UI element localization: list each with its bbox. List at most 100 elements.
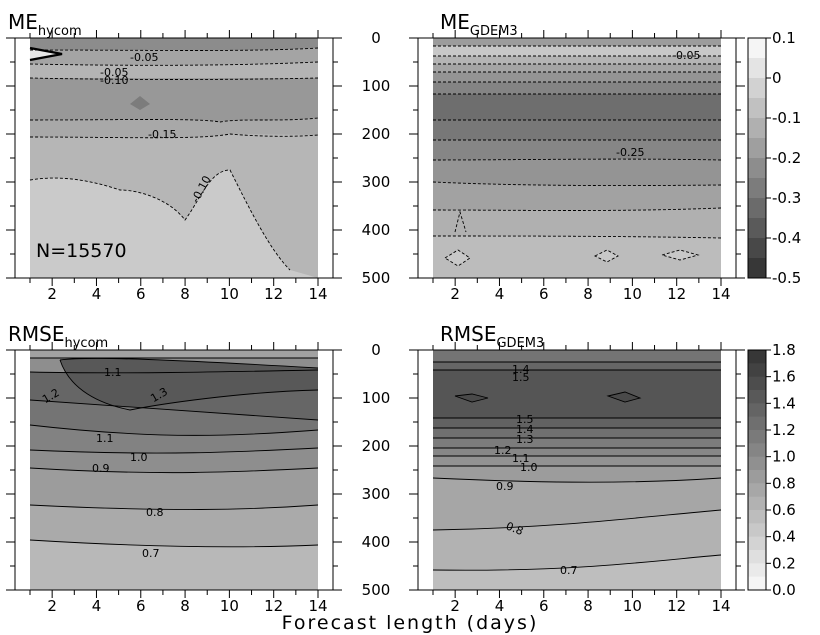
colorbar-tick-label: 0 xyxy=(772,69,782,87)
colorbar-swatch xyxy=(748,563,766,578)
colorbar-swatch xyxy=(748,118,766,139)
x-tick-label: 12 xyxy=(264,285,283,303)
colorbar-swatch xyxy=(748,496,766,511)
panel-1-contours xyxy=(29,46,319,271)
depth-tick-label: 300 xyxy=(362,173,391,191)
contour-label: -0.15 xyxy=(148,128,176,141)
contour-label: 1.3 xyxy=(516,433,534,446)
panel-4-xticks: 2 4 6 8 10 12 14 xyxy=(409,342,745,615)
colorbar-swatch xyxy=(748,238,766,259)
colorbar-swatch xyxy=(748,98,766,119)
x-tick-label: 12 xyxy=(667,285,686,303)
panel-3-xticks: 2 4 6 8 10 12 14 xyxy=(6,342,342,615)
contour-label: 1.1 xyxy=(96,432,114,445)
colorbar-tick-label: 0.0 xyxy=(772,581,796,599)
x-tick-label: 6 xyxy=(539,285,549,303)
contour-label: -0.10 xyxy=(100,74,128,87)
depth-tick-label: 0 xyxy=(371,341,381,359)
panel-rmse-gdem3: RMSEGDEM3 xyxy=(409,322,745,615)
contour-label: 1.4 xyxy=(516,423,534,436)
panel-2-contours xyxy=(432,45,722,267)
colorbar-swatch xyxy=(748,536,766,551)
x-tick-label: 4 xyxy=(495,285,505,303)
depth-tick-label: 200 xyxy=(362,437,391,455)
contour-label: 1.1 xyxy=(104,366,122,379)
panel-2-fill xyxy=(433,38,721,278)
contour-label: -0.25 xyxy=(616,146,644,159)
colorbar-swatch xyxy=(748,550,766,564)
colorbar-swatch xyxy=(748,58,766,79)
panel-me-gdem3: MEGDEM3 xyxy=(409,10,745,303)
contour-label: -0.05 xyxy=(672,49,700,62)
panel-1-xticks: 2 4 6 8 10 12 14 xyxy=(6,30,342,303)
colorbar-swatch xyxy=(748,576,766,591)
x-tick-label: 10 xyxy=(623,597,642,615)
colorbar-tick-label: -0.4 xyxy=(772,229,801,247)
x-tick-label: 12 xyxy=(264,597,283,615)
x-tick-label: 12 xyxy=(667,597,686,615)
contour-label: 0.8 xyxy=(146,506,164,519)
x-tick-label: 10 xyxy=(220,597,239,615)
colorbar-tick-label: -0.5 xyxy=(772,269,801,287)
colorbar-tick-label: 1.2 xyxy=(772,421,796,439)
contour-label: 0.8 xyxy=(504,519,525,538)
colorbar-swatch xyxy=(748,218,766,239)
colorbar-tick-label: -0.1 xyxy=(772,109,801,127)
x-tick-label: 2 xyxy=(450,285,460,303)
colorbar-tick-label: 1.4 xyxy=(772,394,796,412)
colorbar-swatch xyxy=(748,510,766,524)
x-tick-label: 2 xyxy=(47,285,57,303)
panel-rmse-hycom: RMSEhycom 1.1 1. xyxy=(6,322,342,615)
depth-tick-label: 500 xyxy=(362,269,391,287)
colorbar-swatch xyxy=(748,443,766,458)
colorbar-swatch xyxy=(748,38,766,59)
contour-label: -0.05 xyxy=(130,51,158,64)
depth-tick-label: 300 xyxy=(362,485,391,503)
x-tick-label: 14 xyxy=(711,285,730,303)
x-tick-label: 2 xyxy=(450,597,460,615)
colorbar-swatch xyxy=(748,363,766,378)
depth-tick-label: 200 xyxy=(362,125,391,143)
colorbar-swatch xyxy=(748,258,766,279)
depth-axis-bottom: 0 100 200 300 400 500 xyxy=(362,341,391,599)
x-tick-label: 8 xyxy=(180,285,190,303)
contour-label: 0.7 xyxy=(142,547,160,560)
x-tick-label: 8 xyxy=(583,285,593,303)
panel-3-contours xyxy=(29,357,319,548)
x-tick-label: 2 xyxy=(47,597,57,615)
depth-axis-top: 0 100 200 300 400 500 xyxy=(362,29,391,287)
panel-4-title: RMSEGDEM3 xyxy=(440,322,544,351)
colorbar-swatch xyxy=(748,376,766,391)
contour-label: -0.05 xyxy=(100,66,128,79)
colorbar-tick-label: 1.8 xyxy=(772,341,796,359)
panel-2-contour-labels: -0.05 -0.25 xyxy=(616,49,700,159)
colorbar-tick-label: 0.4 xyxy=(772,528,796,546)
panel-4-contours xyxy=(432,361,722,571)
x-tick-label: 14 xyxy=(308,597,327,615)
colorbar-tick-label: -0.3 xyxy=(772,189,801,207)
colorbar-me: 0.1 0 -0.1 -0.2 -0.3 -0.4 -0.5 xyxy=(747,29,801,287)
colorbar-swatch xyxy=(748,483,766,498)
x-tick-label: 10 xyxy=(623,285,642,303)
colorbar-swatch xyxy=(748,178,766,199)
colorbar-tick-label: 0.8 xyxy=(772,474,796,492)
colorbar-swatch xyxy=(748,403,766,418)
x-tick-label: 4 xyxy=(495,597,505,615)
depth-tick-label: 100 xyxy=(362,389,391,407)
x-tick-label: 4 xyxy=(92,597,102,615)
panel-3-title: RMSEhycom xyxy=(8,322,108,351)
x-tick-label: 14 xyxy=(711,597,730,615)
depth-tick-label: 400 xyxy=(362,221,391,239)
colorbar-tick-label: 0.1 xyxy=(772,29,796,47)
x-tick-label: 8 xyxy=(180,597,190,615)
colorbar-swatch xyxy=(748,416,766,431)
depth-tick-label: 0 xyxy=(371,29,381,47)
panel-1-fill xyxy=(30,38,318,278)
depth-tick-label: 100 xyxy=(362,77,391,95)
colorbar-tick-label: -0.2 xyxy=(772,149,801,167)
colorbar-rmse: 1.8 1.6 1.4 1.2 1.0 0.8 0.6 0.4 0.2 0.0 xyxy=(747,341,796,599)
colorbar-swatch xyxy=(748,138,766,159)
colorbar-swatch xyxy=(748,198,766,219)
x-tick-label: 6 xyxy=(539,597,549,615)
panel-4-fill xyxy=(433,350,721,590)
